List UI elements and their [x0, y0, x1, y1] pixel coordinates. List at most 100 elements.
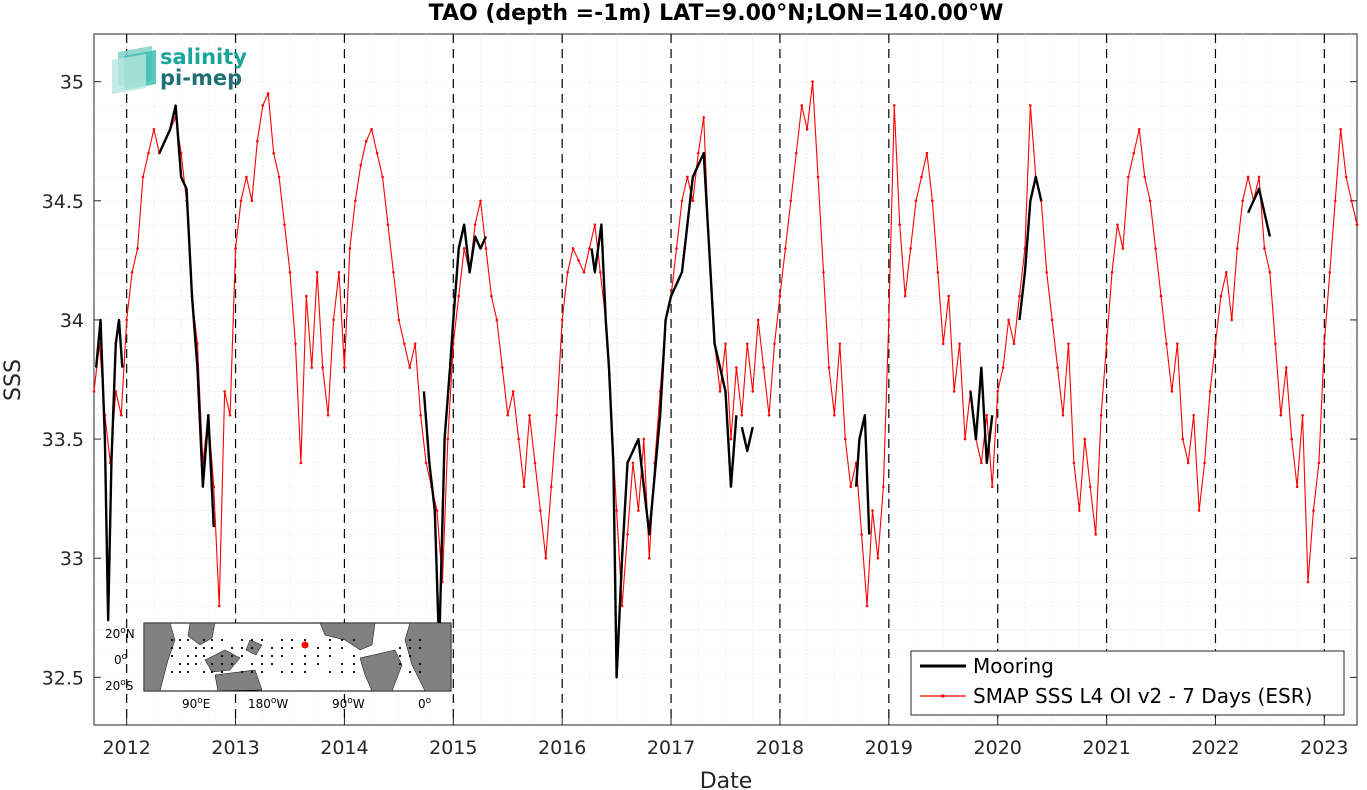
tao-array-dots — [170, 638, 422, 674]
tao-dot — [170, 670, 174, 674]
tao-dot — [303, 638, 307, 642]
smap-point — [1116, 223, 1119, 226]
smap-point — [343, 366, 346, 369]
inset-lat-labels: 20oN 0o 20oS — [105, 626, 135, 693]
smap-point — [1088, 485, 1092, 489]
inset-lon-labels: 90oE 180oW 90oW 0o — [182, 696, 432, 711]
mooring-segment — [94, 318, 124, 622]
x-tick-label: 2012 — [102, 737, 150, 759]
series-mooring — [94, 104, 1272, 679]
tao-dot — [186, 638, 190, 642]
smap-point — [403, 342, 406, 346]
smap-point — [647, 556, 651, 560]
mooring-segment — [590, 151, 738, 679]
smap-point — [822, 270, 825, 274]
mooring-segment — [1018, 175, 1043, 321]
tao-dot — [170, 646, 174, 650]
smap-point — [1344, 175, 1348, 179]
tao-dot — [178, 638, 182, 642]
smap-point — [620, 604, 624, 608]
tao-dot — [352, 638, 356, 642]
smap-point — [686, 175, 689, 179]
smap-point — [724, 342, 727, 346]
tao-dot — [340, 646, 344, 650]
smap-point — [642, 437, 646, 441]
x-tick-label: 2021 — [1082, 737, 1130, 759]
smap-point — [1018, 294, 1021, 298]
smap-point — [1110, 270, 1114, 274]
tao-dot — [303, 654, 307, 658]
smap-point — [1181, 437, 1185, 441]
smap-point — [370, 128, 373, 131]
smap-point — [288, 270, 292, 274]
tao-dot — [260, 662, 264, 666]
smap-point — [860, 533, 863, 536]
smap-point — [359, 163, 363, 167]
tao-dot — [186, 662, 190, 666]
tao-dot — [178, 646, 182, 650]
smap-point — [539, 509, 542, 512]
smap-point — [1312, 509, 1315, 512]
smap-point — [413, 342, 417, 346]
salinity-pi-mep-logo: salinity pi-mep — [112, 45, 247, 94]
smap-point — [435, 509, 439, 512]
smap-point — [1219, 294, 1223, 298]
x-tick-label: 2016 — [538, 737, 586, 759]
tao-dot — [270, 662, 274, 666]
tao-dot — [398, 654, 402, 658]
tao-dot — [290, 646, 294, 650]
smap-point — [1257, 175, 1261, 179]
smap-point — [816, 175, 820, 179]
smap-point — [1235, 247, 1239, 250]
tao-dot — [250, 662, 254, 666]
logo-icon — [112, 46, 156, 94]
smap-point — [566, 270, 569, 274]
smap-point — [1241, 199, 1244, 203]
logo-text-line2: pi-mep — [160, 66, 242, 90]
smap-point — [495, 318, 499, 322]
tao-dot — [260, 638, 264, 642]
x-tick-label: 2019 — [865, 737, 913, 759]
x-tick-label: 2017 — [647, 737, 695, 759]
smap-point — [1355, 223, 1359, 226]
smap-point — [326, 413, 330, 417]
smap-point — [729, 437, 733, 441]
y-tick-label: 32.5 — [42, 667, 84, 689]
mooring-segment — [422, 223, 488, 650]
smap-point — [1001, 366, 1005, 369]
tao-dot — [280, 638, 284, 642]
smap-point — [533, 461, 537, 465]
smap-point — [1045, 270, 1048, 274]
tao-dot — [290, 670, 294, 674]
smap-point — [321, 366, 324, 369]
mooring-segment — [969, 366, 994, 465]
legend-mooring-label: Mooring — [973, 654, 1054, 678]
series-smap — [92, 80, 1359, 608]
smap-point — [1154, 247, 1157, 250]
tao-dot — [240, 654, 244, 658]
smap-point — [827, 366, 831, 369]
smap-point — [756, 318, 760, 322]
smap-point — [789, 199, 793, 203]
y-tick-label: 33 — [60, 548, 84, 570]
tao-dot — [170, 638, 174, 642]
smap-point — [838, 342, 842, 346]
smap-point — [397, 318, 401, 322]
smap-point — [778, 294, 782, 298]
smap-point — [272, 151, 275, 155]
smap-point — [500, 366, 504, 369]
tao-dot — [240, 638, 244, 642]
smap-point — [718, 390, 722, 393]
tao-dot — [303, 662, 307, 666]
smap-point — [936, 270, 940, 274]
smap-point — [1094, 533, 1097, 536]
smap-point — [1083, 437, 1087, 441]
smap-point — [283, 223, 286, 226]
tao-dot — [202, 646, 206, 650]
smap-point — [1176, 342, 1179, 346]
smap-point — [691, 199, 695, 203]
tao-dot — [250, 670, 254, 674]
smap-point — [212, 485, 216, 489]
smap-point — [92, 390, 96, 393]
mooring-segment — [740, 426, 754, 453]
